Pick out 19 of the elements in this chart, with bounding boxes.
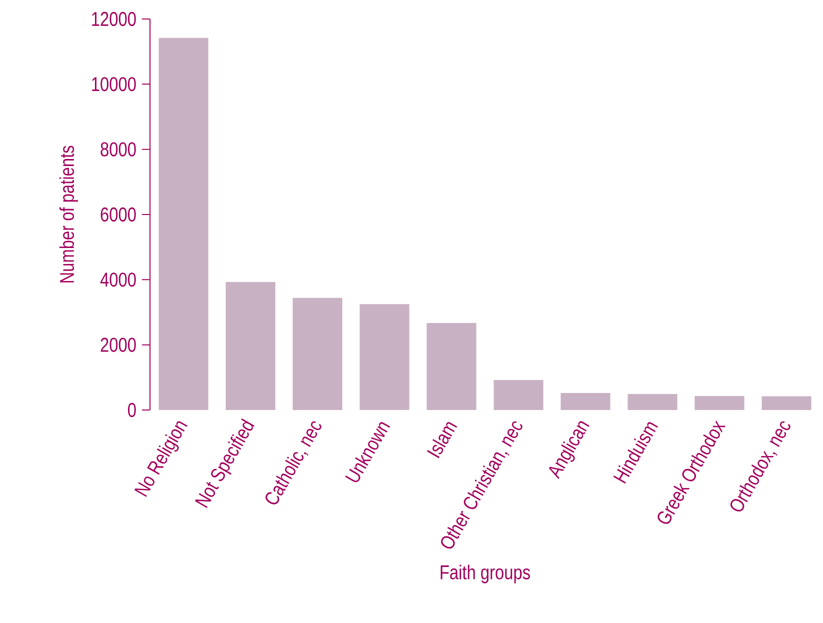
y-tick-label: 2000 xyxy=(100,338,136,352)
y-tick-label: 12000 xyxy=(92,12,136,26)
y-tick-label: 0 xyxy=(128,402,136,418)
bar xyxy=(694,396,744,410)
bar xyxy=(762,396,812,410)
bar xyxy=(628,394,678,410)
bar xyxy=(158,38,208,410)
bar xyxy=(226,282,276,410)
bar xyxy=(494,380,544,410)
y-tick-label: 4000 xyxy=(100,272,136,287)
y-tick-label: 8000 xyxy=(100,142,136,156)
x-axis-title: Faith groups xyxy=(440,564,530,584)
bar xyxy=(426,322,476,410)
y-tick-label: 10000 xyxy=(92,77,136,92)
bar xyxy=(560,393,610,410)
bar xyxy=(360,304,410,410)
bar xyxy=(292,298,342,410)
y-axis-title: Number of patients xyxy=(59,146,78,282)
y-tick-label: 6000 xyxy=(100,207,136,222)
